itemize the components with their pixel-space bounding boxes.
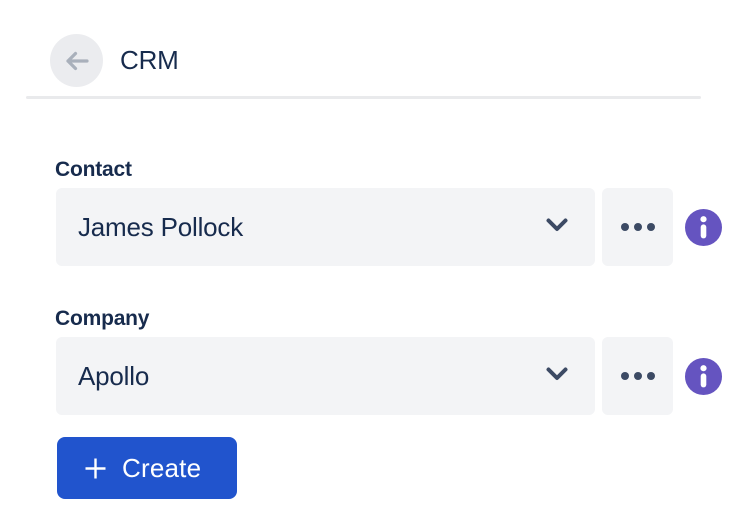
company-more-button[interactable]	[602, 337, 673, 415]
field-label-company: Company	[55, 307, 150, 330]
company-select[interactable]: Apollo	[56, 337, 595, 415]
page-title: CRM	[120, 45, 179, 75]
arrow-left-icon	[62, 46, 92, 76]
chevron-down-icon	[546, 218, 568, 237]
company-info-icon[interactable]	[685, 358, 722, 395]
header-divider	[26, 96, 701, 99]
plus-icon	[84, 457, 107, 480]
ellipsis-icon	[620, 223, 629, 231]
info-glyph	[700, 216, 707, 239]
create-button[interactable]: Create	[57, 437, 237, 499]
chevron-down-icon	[546, 367, 568, 386]
contact-more-button[interactable]	[602, 188, 673, 266]
field-label-contact: Contact	[55, 158, 132, 181]
ellipsis-icon	[620, 372, 629, 380]
contact-select-value: James Pollock	[78, 211, 244, 242]
create-button-label: Create	[122, 452, 202, 483]
contact-info-icon[interactable]	[685, 209, 722, 246]
info-glyph	[700, 365, 707, 388]
contact-select[interactable]: James Pollock	[56, 188, 595, 266]
company-select-value: Apollo	[78, 360, 150, 391]
back-button[interactable]	[50, 34, 103, 87]
